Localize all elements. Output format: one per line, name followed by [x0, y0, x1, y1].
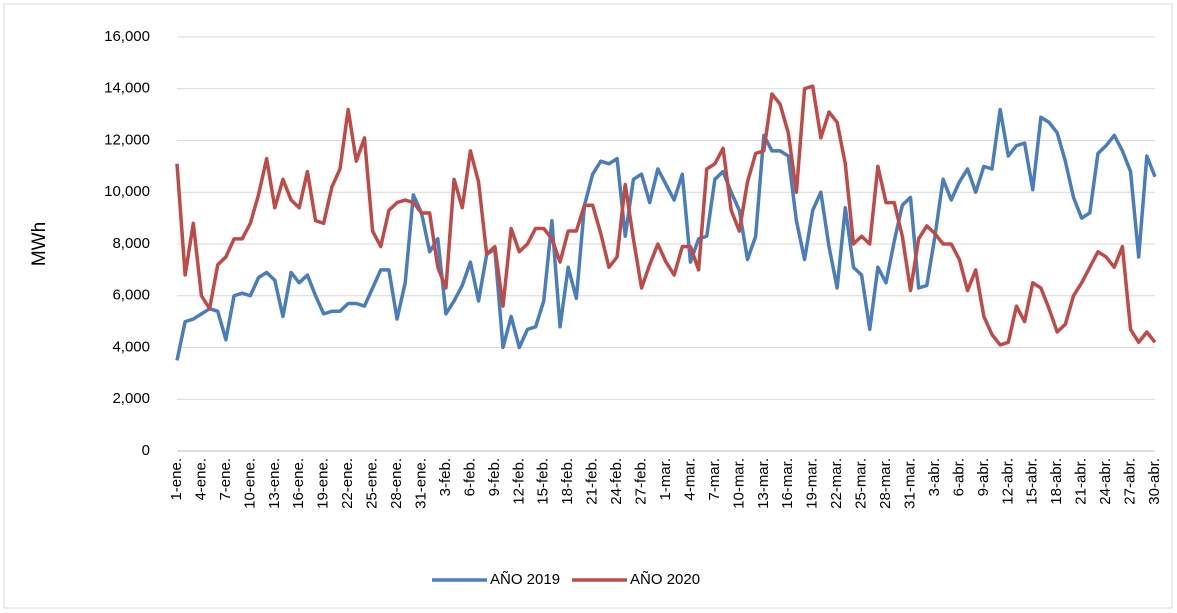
x-tick-label: 13-mar. [755, 458, 772, 509]
x-tick-label: 22-ene. [339, 458, 356, 509]
x-tick-label: 10-mar. [730, 458, 747, 509]
y-tick-label: 0 [142, 442, 150, 459]
x-tick-label: 16-ene. [290, 458, 307, 509]
x-tick-label: 6-feb. [461, 458, 478, 496]
x-tick-label: 31-ene. [412, 458, 429, 509]
x-tick-label: 9-abr. [975, 458, 992, 496]
x-tick-label: 10-ene. [241, 458, 258, 509]
x-tick-label: 30-abr. [1146, 458, 1163, 505]
data-line [175, 84, 1157, 347]
x-tick-label: 15-feb. [535, 458, 552, 505]
x-tick-label: 24-abr. [1097, 458, 1114, 505]
y-tick-label: 16,000 [104, 28, 150, 45]
x-tick-label: 4-mar. [681, 458, 698, 501]
y-axis-label: MWh [29, 222, 50, 266]
x-tick-label: 3-abr. [926, 458, 943, 496]
x-tick-label: 24-feb. [608, 458, 625, 505]
x-tick-label: 19-ene. [315, 458, 332, 509]
y-tick-label: 2,000 [112, 390, 150, 407]
y-tick-label: 10,000 [104, 183, 150, 200]
x-tick-label: 1-ene. [168, 458, 185, 501]
y-tick-label: 12,000 [104, 131, 150, 148]
x-tick-label: 12-feb. [510, 458, 527, 505]
x-tick-label: 21-feb. [584, 458, 601, 505]
y-tick-label: 8,000 [112, 235, 150, 252]
x-tick-label: 21-abr. [1073, 458, 1090, 505]
legend-label: AÑO 2020 [630, 571, 700, 588]
chart-border [3, 3, 1173, 609]
x-tick-label: 4-ene. [192, 458, 209, 501]
x-tick-label: 19-mar. [804, 458, 821, 509]
x-tick-label: 3-feb. [437, 458, 454, 496]
x-tick-label: 27-feb. [633, 458, 650, 505]
x-tick-label: 25-ene. [364, 458, 381, 509]
y-tick-label: 4,000 [112, 338, 150, 355]
x-tick-label: 28-ene. [388, 458, 405, 509]
x-tick-label: 31-mar. [901, 458, 918, 509]
legend-label: AÑO 2019 [490, 571, 560, 588]
x-tick-label: 22-mar. [828, 458, 845, 509]
x-tick-label: 28-mar. [877, 458, 894, 509]
x-tick-label: 12-abr. [999, 458, 1016, 505]
y-tick-label: 14,000 [104, 80, 150, 97]
x-tick-label: 27-abr. [1122, 458, 1139, 505]
x-tick-label: 25-mar. [853, 458, 870, 509]
x-tick-label: 6-abr. [950, 458, 967, 496]
x-tick-label: 7-ene. [217, 458, 234, 501]
x-tick-label: 1-mar. [657, 458, 674, 501]
y-tick-label: 6,000 [112, 287, 150, 304]
x-tick-label: 15-abr. [1024, 458, 1041, 505]
x-tick-label: 13-ene. [266, 458, 283, 509]
x-tick-label: 18-feb. [559, 458, 576, 505]
x-tick-label: 18-abr. [1048, 458, 1065, 505]
x-tick-label: 9-feb. [486, 458, 503, 496]
data-line [175, 107, 1157, 361]
x-tick-label: 16-mar. [779, 458, 796, 509]
x-tick-label: 7-mar. [706, 458, 723, 501]
